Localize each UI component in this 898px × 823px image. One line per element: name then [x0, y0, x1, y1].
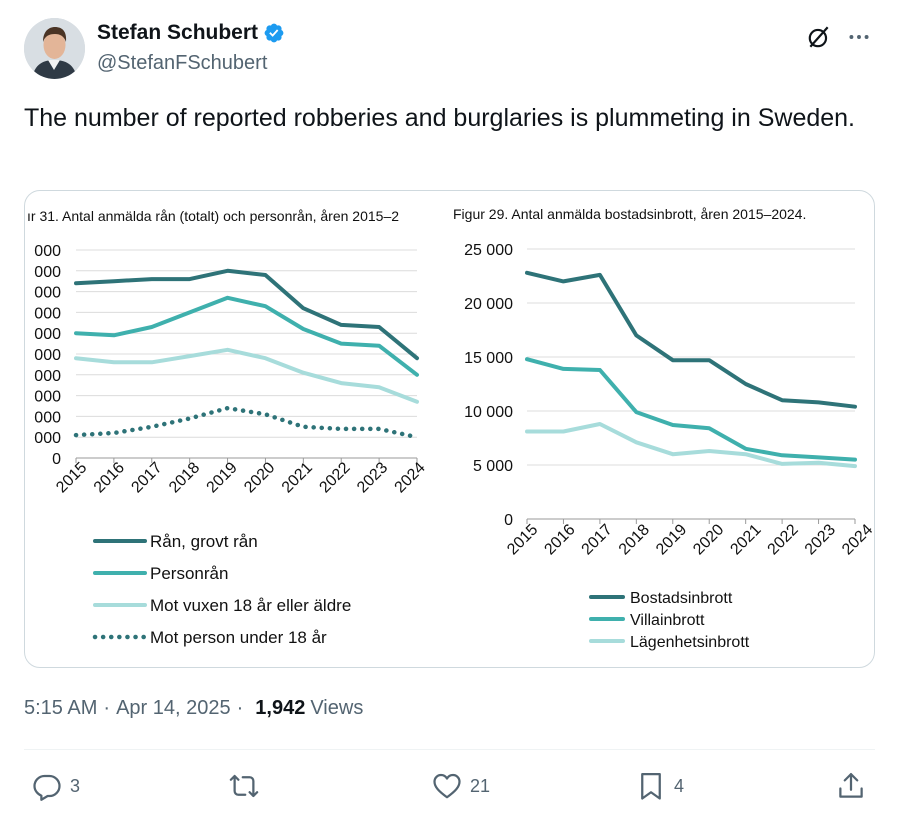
views-label: Views [310, 697, 364, 719]
bookmark-button[interactable]: 4 [636, 771, 684, 801]
chart2-legend-label: Villainbrott [630, 612, 705, 629]
reply-count: 3 [70, 775, 81, 796]
bookmark-count: 4 [674, 775, 685, 796]
chart1-series-line-1 [74, 268, 419, 361]
tweet-text: The number of reported robberies and bur… [24, 104, 856, 132]
author-name[interactable]: Stefan Schubert [97, 21, 259, 44]
chart2-x-tick-label: 2023 [802, 521, 839, 558]
chart1-y-tick-label: 0 [52, 451, 61, 468]
chart2-x-tick-label: 2020 [690, 521, 727, 558]
chart2-series-line-1 [525, 270, 857, 409]
chart1-legend-label: Mot vuxen 18 år eller äldre [150, 596, 351, 615]
chart2-y-tick-label: 0 [504, 512, 513, 529]
chart2-x-tick-label: 2024 [839, 521, 875, 558]
more-options-icon[interactable] [846, 24, 872, 50]
share-icon [839, 773, 863, 798]
chart1-legend-label: Rån, grovt rån [150, 532, 258, 551]
repost-button[interactable] [229, 771, 259, 801]
avatar[interactable] [24, 18, 85, 79]
share-button[interactable] [836, 771, 866, 801]
chart1-y-tick-label: 000 [34, 430, 61, 447]
reply-icon [33, 774, 61, 801]
chart2-title: Figur 29. Antal anmälda bostadsinbrott, … [453, 206, 806, 222]
author-handle[interactable]: @StefanFSchubert [97, 52, 268, 74]
chart2-x-tick-label: 2019 [653, 521, 690, 558]
views-count: 1,942 [255, 697, 306, 719]
like-button[interactable]: 21 [432, 771, 490, 801]
avatar-image [24, 18, 85, 79]
chart1-title: ır 31. Antal anmälda rån (totalt) och pe… [27, 208, 399, 224]
chart1-legend-label: Mot person under 18 år [150, 628, 327, 647]
like-count: 21 [470, 775, 491, 796]
tweet-media[interactable]: ır 31. Antal anmälda rån (totalt) och pe… [24, 190, 875, 668]
chart2-x-tick-label: 2018 [616, 521, 653, 558]
chart2-series-line-2 [525, 357, 857, 462]
chart1-x-tick-label: 2017 [128, 459, 165, 496]
action-bar: 3 21 4 [24, 765, 875, 811]
chart2-x-tick-label: 2016 [541, 521, 578, 558]
chart2-y-tick-label: 20 000 [464, 296, 513, 313]
chart1-x-tick-label: 2016 [91, 459, 128, 496]
chart1-y-tick-label: 000 [34, 305, 61, 322]
chart1-y-tick-label: 000 [34, 389, 61, 406]
chart-image: ır 31. Antal anmälda rån (totalt) och pe… [27, 206, 875, 651]
chart1-legend-label: Personrån [150, 564, 228, 583]
chart2-x-tick-label: 2017 [579, 521, 616, 558]
chart1-x-tick-label: 2020 [241, 459, 278, 496]
chart2-y-tick-label: 10 000 [464, 404, 513, 421]
verified-badge-icon [264, 23, 284, 43]
tweet-time[interactable]: 5:15 AM [24, 697, 98, 719]
chart1-y-tick-label: 000 [34, 243, 61, 260]
chart1-y-tick-label: 000 [34, 409, 61, 426]
chart2-y-tick-label: 25 000 [464, 242, 513, 259]
tweet-date[interactable]: Apr 14, 2025 [116, 697, 231, 719]
chart1-y-tick-label: 000 [34, 368, 61, 385]
chart1-series-line-4 [73, 405, 420, 440]
chart1-y-tick-label: 000 [34, 264, 61, 281]
chart1-series-line-3 [74, 347, 419, 404]
chart2-legend-label: Bostadsinbrott [630, 590, 733, 607]
chart1-y-tick-label: 000 [34, 326, 61, 343]
bookmark-icon [641, 773, 661, 800]
meta-separator: · [103, 697, 111, 719]
chart1-x-tick-label: 2024 [392, 459, 429, 496]
chart2-x-tick-label: 2022 [765, 521, 802, 558]
chart1-series-line-2 [74, 295, 419, 377]
grok-icon[interactable] [806, 24, 832, 50]
chart1-y-tick-label: 000 [34, 285, 61, 302]
chart2-y-tick-label: 5 000 [473, 458, 513, 475]
chart1-x-tick-label: 2018 [166, 459, 203, 496]
chart1-x-tick-label: 2022 [316, 459, 353, 496]
chart2-x-tick-label: 2021 [727, 521, 764, 558]
tweet-meta: 5:15 AM · Apr 14, 2025 · 1,942 Views [24, 697, 363, 720]
chart2-y-tick-label: 15 000 [464, 350, 513, 367]
chart2-legend-label: Lägenhetsinbrott [630, 634, 750, 651]
chart1-x-tick-label: 2019 [204, 459, 241, 496]
chart1-x-tick-label: 2021 [279, 459, 316, 496]
chart2-series-line-3 [525, 422, 857, 469]
repost-icon [229, 774, 259, 798]
chart1-x-tick-label: 2023 [354, 459, 391, 496]
chart1-y-tick-label: 000 [34, 347, 61, 364]
tweet-header: Stefan Schubert @StefanFSchubert [24, 18, 874, 80]
reply-button[interactable]: 3 [32, 771, 80, 801]
meta-separator: · [236, 697, 244, 719]
heart-icon [433, 773, 461, 799]
divider [24, 749, 875, 750]
